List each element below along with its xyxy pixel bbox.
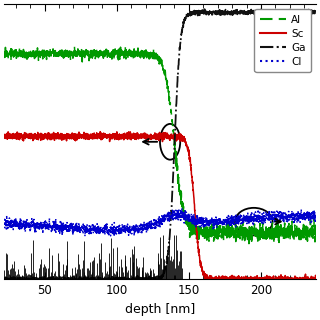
Cl — [294, 211, 298, 215]
Ga — [203, 7, 206, 11]
Sc — [279, 277, 283, 281]
Al — [314, 230, 318, 234]
Al — [199, 234, 203, 237]
Line: Al: Al — [4, 47, 316, 244]
Sc — [2, 135, 6, 139]
Cl — [314, 212, 317, 216]
Cl — [83, 234, 87, 238]
Cl — [199, 214, 203, 218]
Ga — [2, 276, 6, 279]
Al — [75, 51, 78, 55]
Sc — [98, 130, 102, 133]
Ga — [294, 10, 298, 14]
Al — [2, 51, 6, 55]
Sc — [205, 277, 209, 281]
Ga — [199, 9, 203, 13]
Al — [314, 236, 317, 240]
Ga — [279, 11, 283, 14]
Ga — [314, 10, 317, 14]
Al — [73, 45, 76, 49]
Cl — [222, 223, 226, 227]
Ga — [222, 10, 226, 13]
Line: Ga: Ga — [4, 9, 316, 279]
Sc — [74, 134, 78, 138]
Cl — [314, 214, 318, 218]
Cl — [279, 213, 283, 217]
Sc — [314, 277, 317, 281]
Cl — [74, 227, 78, 231]
Ga — [75, 277, 78, 281]
X-axis label: depth [nm]: depth [nm] — [125, 303, 195, 316]
Al — [247, 242, 251, 245]
Cl — [2, 217, 6, 221]
Ga — [3, 277, 7, 281]
Line: Sc: Sc — [4, 132, 316, 279]
Al — [279, 228, 283, 231]
Legend: Al, Sc, Ga, Cl: Al, Sc, Ga, Cl — [254, 9, 311, 72]
Sc — [222, 277, 226, 281]
Al — [222, 230, 226, 234]
Ga — [314, 10, 318, 13]
Sc — [199, 262, 203, 266]
Al — [294, 230, 298, 234]
Sc — [314, 276, 318, 280]
Cl — [180, 206, 184, 210]
Line: Cl: Cl — [4, 208, 316, 236]
Sc — [294, 277, 298, 281]
